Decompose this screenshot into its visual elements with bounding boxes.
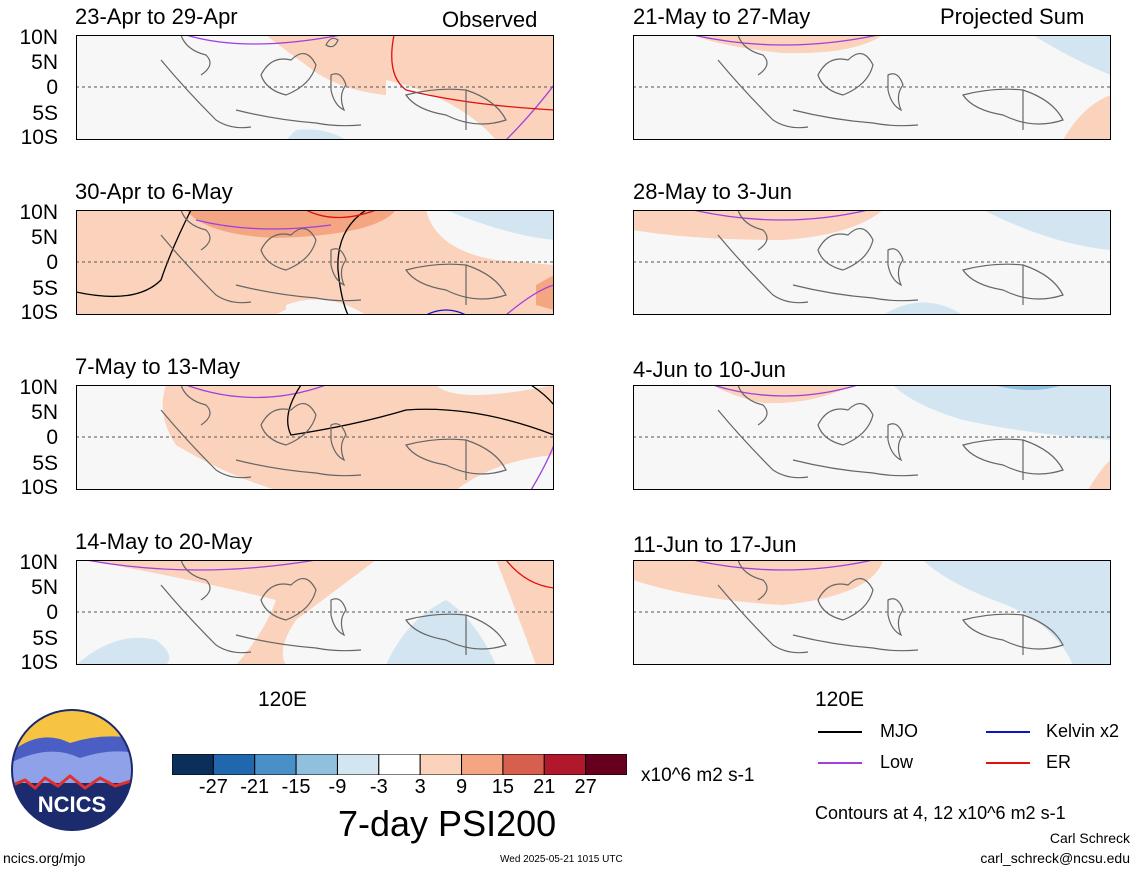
author-email[interactable]: carl_schreck@ncsu.edu (980, 850, 1130, 866)
colorbar-cell (171, 753, 214, 776)
lat-label: 5N (31, 51, 58, 74)
lat-label: 0 (46, 426, 58, 449)
colorbar-cell (295, 753, 338, 776)
map-panel-right-1 (633, 35, 1111, 140)
map-panel-left-4 (76, 560, 554, 665)
colorbar-cell (378, 753, 421, 776)
author-name: Carl Schreck (1049, 830, 1130, 846)
colorbar-title: 7-day PSI200 (338, 803, 557, 844)
colorbar-tick-label: -9 (328, 776, 347, 798)
lat-label: 5S (32, 627, 58, 650)
lat-label: 10N (19, 201, 58, 224)
map-panel-left-2 (76, 210, 554, 315)
panel-title-right-1: 21-May to 27-May (633, 4, 811, 29)
lat-label: 10N (19, 376, 58, 399)
map-panel-left-3 (76, 385, 554, 490)
panel-title-left-2: 30-Apr to 6-May (75, 179, 233, 204)
lat-label: 10S (20, 126, 58, 149)
colorbar-cell (336, 753, 380, 776)
contours-note: Contours at 4, 12 x10^6 m2 s-1 (815, 803, 1066, 823)
map-panel-right-3 (633, 385, 1111, 490)
legend-label-low: Low (880, 752, 914, 772)
lat-label: 5S (32, 452, 58, 475)
legend-label-mjo: MJO (880, 721, 918, 741)
lat-label: 10N (19, 551, 58, 574)
colorbar-cell (502, 753, 545, 776)
panel-title-left-1: 23-Apr to 29-Apr (75, 4, 238, 29)
colorbar-units: x10^6 m2 s-1 (641, 765, 755, 786)
map-panel-right-2 (633, 210, 1111, 315)
lat-label: 5N (31, 401, 58, 424)
panel-title-right-4: 11-Jun to 17-Jun (633, 532, 797, 557)
colorbar-tick-label: -21 (240, 776, 270, 798)
colorbar-tick-label: -3 (369, 776, 388, 798)
colorbar-cell (585, 753, 628, 776)
colorbar-cell (212, 753, 256, 776)
colorbar (171, 753, 628, 776)
colorbar-cell (461, 753, 504, 776)
lat-label: 10S (20, 301, 58, 324)
panel-title-left-4: 14-May to 20-May (75, 529, 253, 554)
lat-label: 10N (19, 26, 58, 49)
lat-label: 0 (46, 76, 58, 99)
map-panel-left-1 (76, 35, 554, 140)
lat-label: 0 (46, 251, 58, 274)
logo-text: NCICS (38, 792, 106, 817)
lon-label-left: 120E (258, 688, 308, 711)
panel-title-right-2: 28-May to 3-Jun (633, 179, 792, 204)
lon-label-right: 120E (815, 688, 865, 711)
colorbar-tick-label: 21 (533, 776, 556, 798)
legend-line-er (986, 762, 1030, 764)
colorbar-cell (543, 753, 587, 776)
lat-label: 0 (46, 601, 58, 624)
colorbar-tick-label: 3 (414, 776, 426, 798)
map-panel-right-4 (633, 560, 1111, 665)
lat-label: 5N (31, 226, 58, 249)
timestamp: Wed 2025-05-21 1015 UTC (500, 854, 623, 865)
colorbar-tick-label: -27 (198, 776, 228, 798)
observed-label: Observed (442, 7, 538, 32)
colorbar-tick-label: 15 (491, 776, 515, 798)
legend-label-kelvin: Kelvin x2 (1046, 721, 1120, 741)
panel-title-right-3: 4-Jun to 10-Jun (633, 357, 786, 382)
colorbar-cell (419, 753, 463, 776)
colorbar-tick-label: 9 (455, 776, 468, 798)
panel-title-left-3: 7-May to 13-May (75, 354, 241, 379)
site-link[interactable]: ncics.org/mjo (3, 850, 86, 866)
legend-line-kelvin (986, 731, 1030, 733)
lat-label: 5N (31, 576, 58, 599)
colorbar-tick-label: -15 (281, 776, 311, 798)
lat-label: 5S (32, 277, 58, 300)
legend-line-low (818, 762, 862, 764)
colorbar-tick-label: 27 (574, 776, 597, 798)
legend-label-er: ER (1046, 752, 1072, 772)
projected-label: Projected Sum (940, 4, 1085, 29)
legend-line-mjo (818, 731, 862, 733)
lat-label: 10S (20, 651, 58, 674)
ncics-logo: NCICS (10, 708, 134, 832)
colorbar-cell (254, 753, 297, 776)
lat-label: 5S (32, 102, 58, 125)
lat-label: 10S (20, 476, 58, 499)
